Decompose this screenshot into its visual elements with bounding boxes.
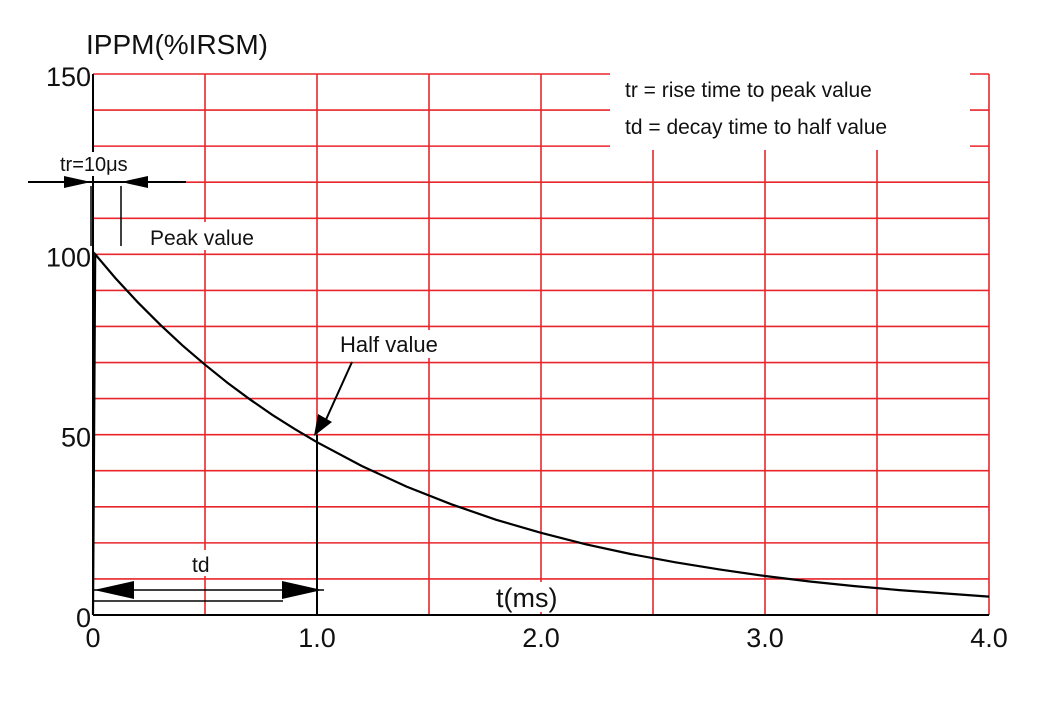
td-arrowhead-right — [282, 581, 322, 599]
td-annotation: td — [94, 550, 324, 602]
y-tick-label: 100 — [46, 242, 91, 272]
legend-line-td: td = decay time to half value — [625, 116, 887, 139]
y-tick-labels: 0 50 100 150 — [46, 62, 91, 633]
legend-line-tr: tr = rise time to peak value — [625, 79, 872, 102]
y-axis-title: IPPM(%IRSM) — [86, 29, 268, 60]
half-value-arrow-line — [323, 361, 353, 425]
half-value-label: Half value — [340, 332, 438, 357]
tr-arrowhead-left — [121, 176, 148, 188]
x-axis-title: t(ms) — [496, 583, 557, 613]
y-tick-label: 150 — [46, 62, 91, 92]
x-tick-label: 2.0 — [522, 623, 560, 653]
series-line — [91, 251, 990, 616]
td-label: td — [192, 554, 210, 577]
y-tick-label: 0 — [76, 603, 91, 633]
tr-annotation: tr=10μs — [28, 152, 186, 246]
x-tick-labels: 0 1.0 2.0 3.0 4.0 — [85, 623, 1007, 653]
td-arrowhead-left — [94, 581, 134, 599]
x-tick-label: 3.0 — [746, 623, 784, 653]
y-tick-label: 50 — [61, 423, 91, 453]
tr-label: tr=10μs — [60, 154, 128, 176]
tr-arrowhead-right — [64, 176, 91, 188]
peak-value-label: Peak value — [150, 227, 254, 250]
legend-box — [610, 72, 970, 150]
x-tick-label: 4.0 — [970, 623, 1008, 653]
x-tick-label: 1.0 — [298, 623, 336, 653]
half-value-arrowhead — [314, 414, 332, 436]
x-tick-label: 0 — [85, 623, 100, 653]
